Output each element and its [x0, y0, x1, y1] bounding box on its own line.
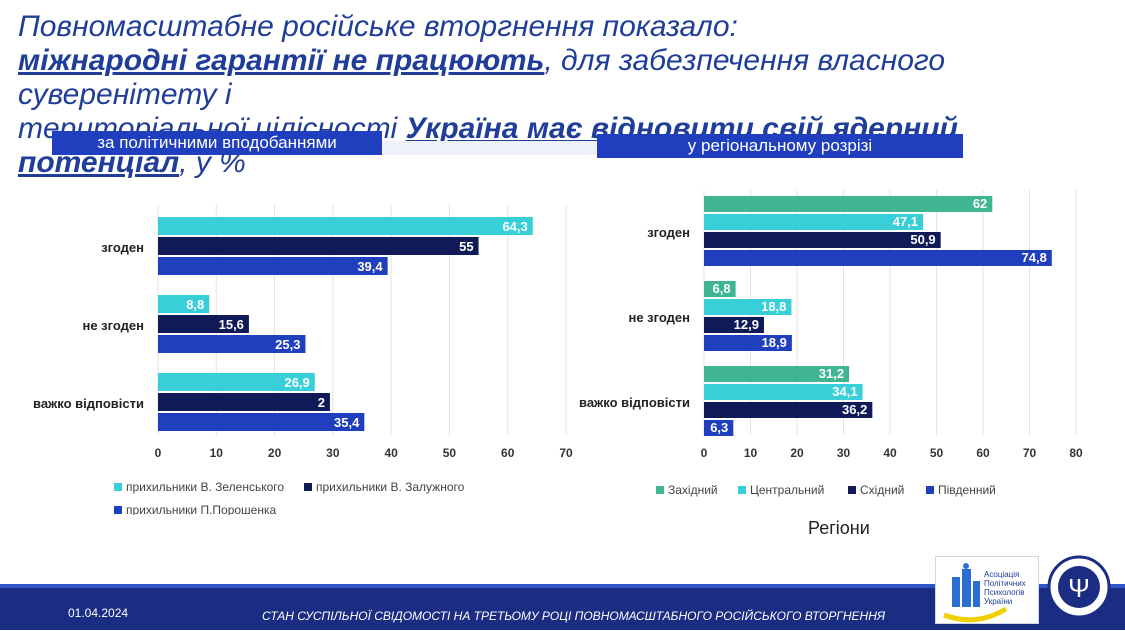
data-label: 18,8 — [761, 299, 786, 314]
legend-swatch — [114, 483, 122, 491]
category-label: згоден — [647, 225, 690, 240]
bar — [158, 237, 479, 255]
bar — [704, 250, 1052, 266]
bar — [158, 315, 249, 333]
logo-text-3: Психологів — [984, 588, 1025, 597]
x-tick-label: 0 — [701, 446, 708, 460]
association-logo: Асоціація Політичних Психологів України — [935, 556, 1039, 624]
footer-accent-line — [0, 584, 1125, 588]
data-label: 2 — [318, 395, 325, 410]
bar — [158, 295, 210, 313]
x-tick-label: 40 — [384, 446, 398, 460]
x-tick-label: 10 — [744, 446, 758, 460]
data-label: 25,3 — [275, 337, 300, 352]
x-tick-label: 0 — [155, 446, 162, 460]
x-tick-label: 60 — [976, 446, 990, 460]
chart-political-preferences: 0 10 20 30 40 50 60 70 згоден 64,3 55 39,4 не згоден… — [33, 205, 573, 515]
category-label: згоден — [101, 240, 144, 255]
data-label: 47,1 — [893, 214, 918, 229]
bar — [158, 393, 330, 411]
category-label: важко відповісти — [33, 396, 144, 411]
bar — [704, 196, 993, 212]
footer-caption: СТАН СУСПІЛЬНОЇ СВІДОМОСТІ НА ТРЕТЬОМУ Р… — [262, 609, 886, 623]
bar — [158, 257, 388, 275]
data-label: 6,8 — [713, 281, 731, 296]
legend-label: прихильники П.Порошенка — [126, 503, 276, 515]
data-label: 35,4 — [334, 415, 360, 430]
legend-swatch — [738, 486, 746, 494]
bar — [158, 335, 306, 353]
data-label: 50,9 — [910, 232, 935, 247]
data-label: 15,6 — [219, 317, 244, 332]
institute-seal: Ψ — [1046, 548, 1112, 626]
x-tick-label: 10 — [210, 446, 224, 460]
title-line1: Повномасштабне російське вторгнення пока… — [18, 10, 738, 43]
bar — [704, 402, 873, 418]
logo-text-1: Асоціація — [984, 570, 1019, 579]
data-label: 64,3 — [502, 219, 527, 234]
data-label: 18,9 — [762, 335, 787, 350]
x-tick-label: 50 — [930, 446, 944, 460]
legend-swatch — [656, 486, 664, 494]
data-label: 62 — [973, 196, 987, 211]
legend-swatch — [304, 483, 312, 491]
bar — [704, 420, 734, 436]
footer-date: 01.04.2024 — [68, 606, 129, 620]
regions-axis-label: Регіони — [808, 518, 870, 538]
x-tick-label: 20 — [268, 446, 282, 460]
bar — [704, 317, 764, 333]
category-label: не згоден — [628, 310, 690, 325]
legend-label: Східний — [860, 483, 904, 497]
legend-label: Південний — [938, 483, 996, 497]
bar — [704, 281, 736, 297]
banner-political: за політичними вподобаннями — [52, 131, 382, 155]
data-label: 39,4 — [357, 259, 383, 274]
svg-text:Ψ: Ψ — [1068, 573, 1090, 603]
legend-label: прихильники В. Зеленського — [126, 480, 284, 494]
bar — [158, 413, 365, 431]
chart-regional: 0 10 20 30 40 50 60 70 80 згоден 62 47,1 50,9 74,8 не … — [579, 190, 1083, 497]
legend-swatch — [114, 506, 122, 514]
x-tick-label: 70 — [1023, 446, 1037, 460]
banner-regional: у регіональному розрізі — [597, 134, 963, 158]
x-tick-label: 60 — [501, 446, 515, 460]
category-label: важко відповісти — [579, 395, 690, 410]
x-tick-label: 30 — [837, 446, 851, 460]
legend-label: прихильники В. Залужного — [316, 480, 465, 494]
data-label: 36,2 — [842, 402, 867, 417]
x-tick-label: 50 — [443, 446, 457, 460]
x-tick-label: 80 — [1069, 446, 1083, 460]
data-label: 8,8 — [186, 297, 204, 312]
bar — [704, 299, 792, 315]
x-tick-label: 30 — [326, 446, 340, 460]
data-label: 55 — [459, 239, 473, 254]
x-tick-label: 20 — [790, 446, 804, 460]
data-label: 12,9 — [734, 317, 759, 332]
bar — [704, 335, 792, 351]
title-line2-rest: , для забезпечення власного суверенітету… — [18, 44, 946, 111]
association-logo-mark: Асоціація Політичних Психологів України — [943, 563, 1026, 623]
legend-swatch — [848, 486, 856, 494]
title-emphasis-1: міжнародні гарантії не працюють — [18, 44, 545, 77]
bar — [158, 373, 315, 391]
bar — [158, 217, 533, 235]
data-label: 31,2 — [819, 366, 844, 381]
logo-text-4: України — [984, 597, 1012, 606]
legend-swatch — [926, 486, 934, 494]
data-label: 74,8 — [1022, 250, 1047, 265]
data-label: 34,1 — [832, 384, 857, 399]
data-label: 26,9 — [284, 375, 309, 390]
bar — [704, 214, 924, 230]
legend-label: Західний — [668, 483, 718, 497]
bar — [704, 366, 850, 382]
bar — [704, 384, 863, 400]
data-label: 6,3 — [710, 420, 728, 435]
x-tick-label: 40 — [883, 446, 897, 460]
category-label: не згоден — [82, 318, 144, 333]
bar — [704, 232, 941, 248]
legend-label: Центральний — [750, 483, 824, 497]
banner-connector — [382, 141, 597, 155]
logo-text-2: Політичних — [984, 579, 1026, 588]
x-tick-label: 70 — [559, 446, 573, 460]
